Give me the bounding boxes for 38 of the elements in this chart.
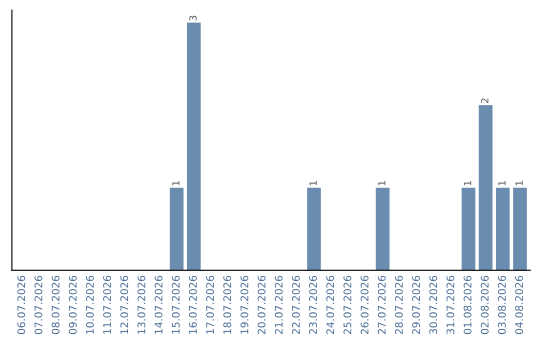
x-tick-label: 14.07.2026	[154, 276, 163, 334]
x-tick-label: 16.07.2026	[188, 276, 197, 334]
x-tick-label: 06.07.2026	[17, 276, 26, 334]
data-label: 1	[464, 181, 472, 186]
data-label: 1	[498, 181, 506, 186]
x-tick-label: 10.07.2026	[86, 276, 94, 334]
x-tick-label: 09.07.2026	[68, 276, 77, 334]
x-tick-label: 19.07.2026	[240, 276, 248, 334]
x-tick-label: 20.07.2026	[258, 276, 266, 334]
data-label: 3	[189, 16, 197, 20]
x-tick-label: 07.07.2026	[34, 276, 42, 334]
x-tick-label: 04.08.2026	[515, 276, 524, 334]
x-tick-label: 31.07.2026	[446, 276, 454, 334]
x-tick-label: 30.07.2026	[429, 276, 438, 334]
x-tick-label: 28.07.2026	[394, 276, 403, 334]
data-label: 1	[378, 181, 386, 186]
x-tick-label: 21.07.2026	[274, 276, 283, 334]
x-tick-label: 29.07.2026	[412, 276, 420, 334]
x-tick-label: 25.07.2026	[343, 276, 352, 334]
x-tick-label: 03.08.2026	[498, 276, 506, 334]
x-tick-label: 01.08.2026	[464, 276, 472, 334]
x-tick-label: 08.07.2026	[52, 276, 60, 334]
data-label: 1	[310, 181, 317, 186]
x-tick-label: 17.07.2026	[206, 276, 214, 334]
x-tick-label: 26.07.2026	[360, 276, 369, 334]
x-tick-label: 18.07.2026	[223, 276, 232, 334]
x-tick-label: 11.07.2026	[103, 276, 112, 334]
x-tick-label: 12.07.2026	[120, 276, 128, 334]
x-tick-label: 13.07.2026	[137, 276, 146, 334]
x-tick-label: 24.07.2026	[326, 276, 334, 334]
data-label: 2	[481, 98, 488, 104]
data-label: 1	[172, 181, 180, 186]
x-tick-label: 15.07.2026	[172, 276, 180, 334]
x-tick-label: 02.08.2026	[480, 276, 489, 334]
x-tick-label: 23.07.2026	[309, 276, 318, 334]
x-tick-label: 22.07.2026	[292, 276, 300, 334]
x-tick-label: 27.07.2026	[378, 276, 386, 334]
data-label: 1	[516, 181, 523, 186]
